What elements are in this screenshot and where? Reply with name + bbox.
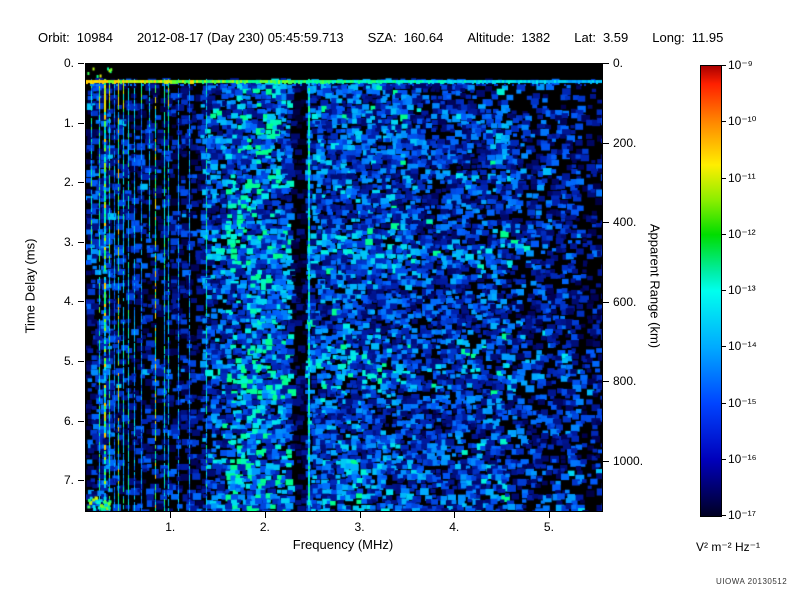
y-left-tick-mark [78,301,84,303]
y-left-tick-label: 7. [63,473,74,488]
y-left-tick-label: 6. [63,413,74,428]
y-left-tick-label: 2. [63,175,74,190]
y-left-tick-mark [78,241,84,243]
y-left-tick-label: 1. [63,115,74,130]
y-axis-label-left: Time Delay (ms) [22,238,38,334]
x-tick-label: 1. [165,520,176,534]
orbit-value: 10984 [76,30,113,45]
y-right-tick-label: 1000. [613,453,644,468]
y-right-tick-label: 200. [613,135,637,150]
lat-label: Lat: [574,30,596,45]
colorbar-tick-mark [722,65,726,66]
x-tick-label: 3. [354,520,365,534]
y-right-tick-mark [603,301,609,303]
y-right-tick-label: 600. [613,294,637,309]
colorbar-tick-label: 10⁻¹³ [728,283,756,297]
spectrogram-canvas [86,64,602,511]
sza-label: SZA: [367,30,397,45]
long-value: 11.95 [691,30,724,45]
lat-value: 3.59 [602,30,629,45]
altitude-value: 1382 [521,30,551,45]
colorbar-tick-label: 10⁻¹⁷ [728,508,757,522]
x-axis-label: Frequency (MHz) [292,537,394,552]
y-right-tick-mark [603,142,609,144]
colorbar-tick-label: 10⁻⁹ [728,58,753,72]
colorbar-tick-label: 10⁻¹⁶ [728,451,757,466]
y-left-tick-mark [78,361,84,362]
header-info: Orbit: 10984 2012-08-17 (Day 230) 05:45:5… [38,30,723,45]
altitude-label: Altitude: [467,30,515,45]
x-tick-mark [264,512,266,518]
y-left-tick-label: 5. [63,354,74,368]
y-left-tick-mark [78,480,84,482]
y-left-tick-label: 4. [63,294,74,309]
x-tick-mark [170,512,172,518]
datetime-field: 2012-08-17 (Day 230) 05:45:59.713 [137,30,344,45]
x-tick-label: 5. [543,520,554,534]
colorbar [700,65,722,517]
y-axis-label-right: Apparent Range (km) [647,223,663,349]
lat-field: Lat: 3.59 [574,30,628,45]
y-left-tick-mark [78,63,84,64]
y-left-tick-mark [78,182,84,184]
y-right-tick-label: 0. [613,56,624,70]
y-right-tick-mark [603,460,609,462]
y-right-tick-mark [603,222,609,224]
colorbar-tick-mark [722,402,726,404]
y-right-tick-mark [603,63,609,64]
y-right-tick-label: 400. [613,215,637,230]
long-label: Long: [652,30,685,45]
orbit-field: Orbit: 10984 [38,30,113,45]
x-tick-mark [454,512,456,518]
y-left-tick-label: 0. [63,56,74,70]
sza-value: 160.64 [403,30,444,45]
colorbar-tick-label: 10⁻¹⁰ [728,114,757,129]
datetime-value: 2012-08-17 (Day 230) 05:45:59.713 [136,30,344,45]
orbit-label: Orbit: [38,30,70,45]
spectrogram-plot [85,63,603,512]
y-right-tick-mark [603,381,609,383]
colorbar-tick-label: 10⁻¹² [728,226,756,241]
sza-field: SZA: 160.64 [368,30,444,45]
colorbar-unit-label: V² m⁻² Hz⁻¹ [696,540,760,554]
colorbar-tick-mark [722,346,726,348]
long-field: Long: 11.95 [652,30,723,45]
y-left-tick-mark [78,122,84,124]
colorbar-tick-mark [722,515,726,516]
colorbar-tick-label: 10⁻¹¹ [728,170,756,185]
colorbar-tick-mark [722,290,726,291]
credit-text: UIOWA 20130512 [716,577,788,586]
y-left-tick-label: 3. [63,234,74,249]
y-right-tick-label: 800. [613,374,637,389]
colorbar-tick-mark [722,177,726,179]
colorbar-tick-label: 10⁻¹⁵ [728,395,757,410]
y-left-tick-mark [78,420,84,422]
colorbar-tick-mark [722,121,726,123]
x-tick-label: 4. [449,520,460,534]
altitude-field: Altitude: 1382 [467,30,550,45]
colorbar-tick-mark [722,233,726,235]
x-tick-mark [548,512,550,518]
x-tick-label: 2. [259,520,270,534]
x-tick-mark [359,512,361,518]
colorbar-tick-mark [722,458,726,460]
colorbar-tick-label: 10⁻¹⁴ [728,339,757,354]
